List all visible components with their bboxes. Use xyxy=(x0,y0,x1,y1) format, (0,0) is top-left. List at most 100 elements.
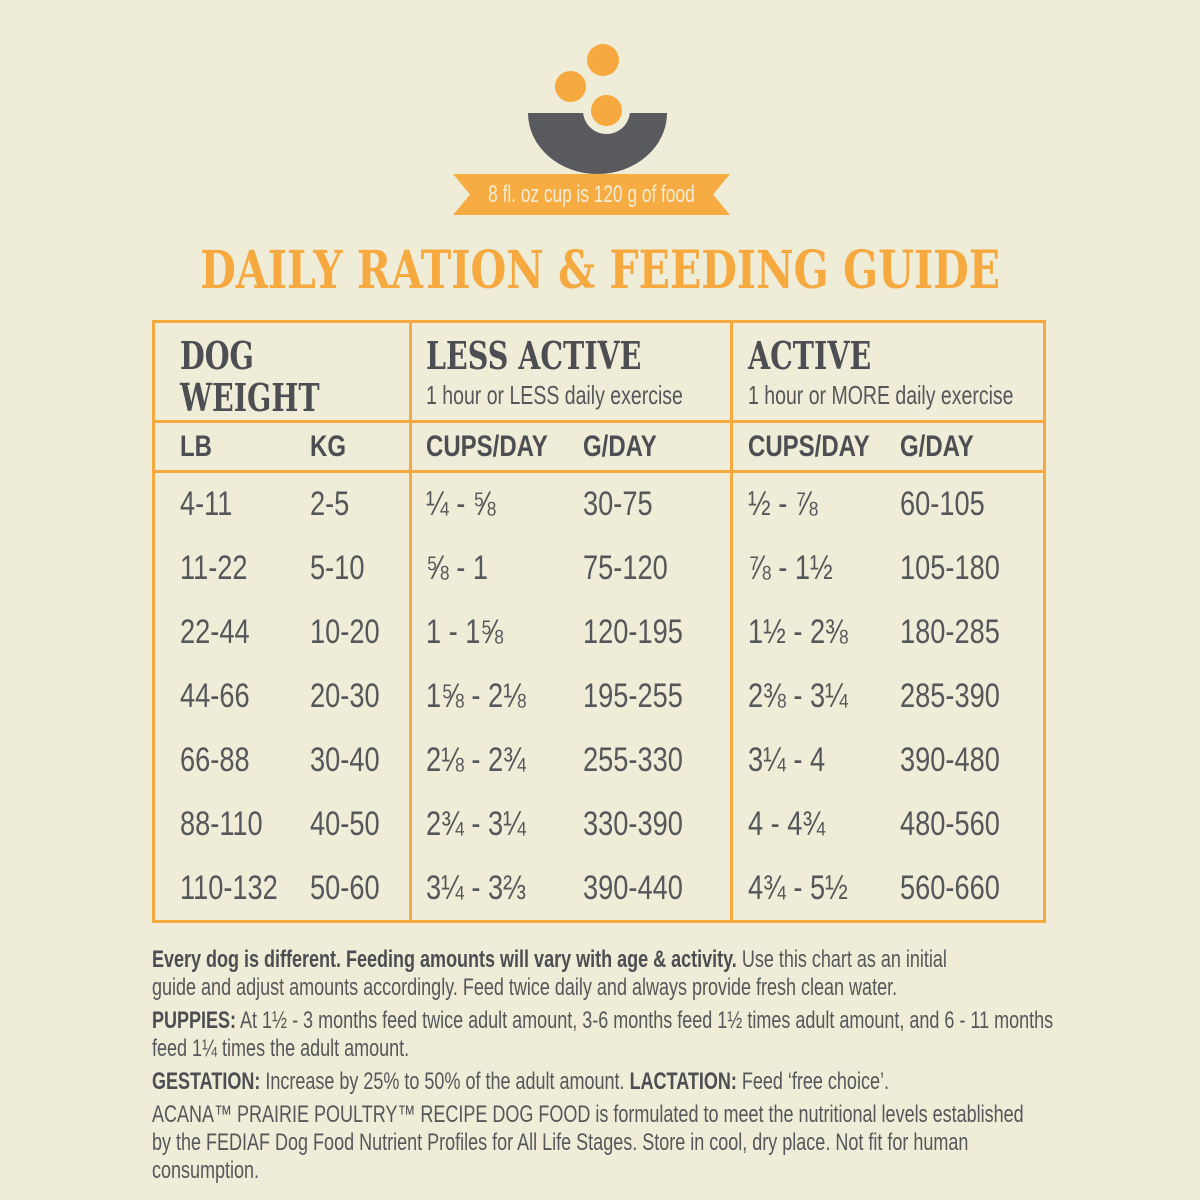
column-group-subtitle: 1 hour or LESS daily exercise xyxy=(426,380,683,410)
table-cell: 2⅜ - 3¼ xyxy=(730,664,882,729)
footnotes: Every dog is different. Feeding amounts … xyxy=(152,946,1112,1190)
table-cell: 255-330 xyxy=(566,728,730,792)
table-cell: 75-120 xyxy=(566,537,730,601)
column-group-title: DOG WEIGHT xyxy=(180,333,320,420)
table-cell: 195-255 xyxy=(566,665,730,729)
table-cell: 2⅛ - 2¾ xyxy=(409,728,566,793)
column-header-g-day-active: G/DAY xyxy=(882,420,1043,473)
note-text: Feed ‘free choice’. xyxy=(736,1068,889,1095)
note-bold-text: GESTATION: xyxy=(152,1068,261,1095)
table-cell: 2¾ - 3¼ xyxy=(409,792,566,857)
page-title: DAILY RATION & FEEDING GUIDE xyxy=(0,240,1200,301)
table-cell: 30-75 xyxy=(566,473,730,537)
table-cell: 11-22 xyxy=(155,537,283,601)
table-cell-value: 20-30 xyxy=(310,676,380,715)
table-cell-value: 285-390 xyxy=(900,676,1000,715)
table-cell-value: 195-255 xyxy=(583,676,683,715)
table-cell-value: 3¼ - 4 xyxy=(748,740,826,779)
note-text: Use this chart as an initial guide and a… xyxy=(152,946,947,1001)
table-cell: 390-480 xyxy=(882,728,1043,792)
table-cell-value: 30-40 xyxy=(310,740,380,779)
table-cell: 1 - 1⅝ xyxy=(409,600,566,665)
table-cell-value: 330-390 xyxy=(583,804,683,843)
table-cell-value: 4 - 4¾ xyxy=(748,804,826,843)
table-cell: ½ - ⅞ xyxy=(730,473,882,537)
table-cell-value: 390-480 xyxy=(900,740,1000,779)
note-bold-text: Every dog is different. Feeding amounts … xyxy=(152,946,737,973)
table-cell: 4¾ - 5½ xyxy=(730,856,882,920)
table-cell-value: 180-285 xyxy=(900,613,1000,652)
table-cell-value: 40-50 xyxy=(310,804,380,843)
kibble-dot-icon xyxy=(555,71,586,102)
table-cell-value: 66-88 xyxy=(180,740,250,779)
table-cell-value: 75-120 xyxy=(583,549,668,588)
table-cell-value: 30-75 xyxy=(583,485,653,524)
table-cell-value: 1 - 1⅝ xyxy=(426,613,504,652)
table-cell-value: 4¾ - 5½ xyxy=(748,868,848,907)
table-cell-value: 390-440 xyxy=(583,868,683,907)
table-cell-value: 480-560 xyxy=(900,804,1000,843)
table-cell-value: 1⅝ - 2⅛ xyxy=(426,676,526,715)
note-bold-text: LACTATION: xyxy=(629,1068,737,1095)
table-cell: 180-285 xyxy=(882,601,1043,665)
column-group-title: ACTIVE xyxy=(748,333,872,378)
table-cell-value: 2-5 xyxy=(310,485,350,524)
table-cell-value: 22-44 xyxy=(180,613,250,652)
table-cell: 20-30 xyxy=(283,665,409,729)
page-title-text: DAILY RATION & FEEDING GUIDE xyxy=(200,240,1000,301)
column-header-g-day-less-active: G/DAY xyxy=(566,420,730,473)
note-text: ACANA™ PRAIRIE POULTRY™ RECIPE DOG FOOD … xyxy=(152,1101,1024,1184)
table-cell-value: 2⅜ - 3¼ xyxy=(748,676,848,715)
column-header-cups-day-active: CUPS/DAY xyxy=(730,420,882,473)
column-group-title: LESS ACTIVE xyxy=(426,333,642,378)
table-cell: 285-390 xyxy=(882,665,1043,729)
table-cell-value: ½ - ⅞ xyxy=(748,485,818,524)
table-cell: 120-195 xyxy=(566,601,730,665)
column-group-active: ACTIVE 1 hour or MORE daily exercise xyxy=(730,323,1043,420)
column-group-dog-weight: DOG WEIGHT xyxy=(155,323,409,420)
note-paragraph: GESTATION: Increase by 25% to 50% of the… xyxy=(152,1068,1082,1096)
table-cell-value: 60-105 xyxy=(900,485,985,524)
table-cell-value: 10-20 xyxy=(310,613,380,652)
table-cell: 3¼ - 4 xyxy=(730,728,882,793)
table-cell-value: 3¼ - 3⅔ xyxy=(426,868,526,907)
table-cell-value: 44-66 xyxy=(180,676,250,715)
note-paragraph: Every dog is different. Feeding amounts … xyxy=(152,946,951,1002)
table-cell-value: ¼ - ⅝ xyxy=(426,485,496,524)
note-text: At 1½ - 3 months feed twice adult amount… xyxy=(152,1007,1054,1062)
table-cell: 560-660 xyxy=(882,856,1043,920)
table-cell: 4 - 4¾ xyxy=(730,792,882,857)
table-cell: 5-10 xyxy=(283,537,409,601)
table-cell-value: 11-22 xyxy=(180,549,248,588)
note-text: Increase by 25% to 50% of the adult amou… xyxy=(260,1068,630,1095)
table-cell-value: 560-660 xyxy=(900,868,1000,907)
table-cell: 3¼ - 3⅔ xyxy=(409,856,566,920)
table-cell-value: 2¾ - 3¼ xyxy=(426,804,526,843)
table-cell: 110-132 xyxy=(155,856,283,920)
table-cell: 480-560 xyxy=(882,792,1043,856)
column-header-lb: LB xyxy=(155,420,283,473)
column-header-cups-day-less-active: CUPS/DAY xyxy=(409,420,566,473)
column-header-kg: KG xyxy=(283,420,409,473)
table-cell: 330-390 xyxy=(566,792,730,856)
table-cell: 390-440 xyxy=(566,856,730,920)
table-cell: 30-40 xyxy=(283,728,409,792)
table-cell: 2-5 xyxy=(283,473,409,537)
table-cell: 1½ - 2⅜ xyxy=(730,600,882,665)
feeding-table: DOG WEIGHT LESS ACTIVE 1 hour or LESS da… xyxy=(152,320,1046,923)
table-cell-value: 4-11 xyxy=(180,485,233,524)
kibble-dot-icon xyxy=(591,95,622,126)
kibble-dot-icon xyxy=(587,44,619,76)
table-cell-value: 110-132 xyxy=(180,868,278,907)
table-cell: 10-20 xyxy=(283,601,409,665)
table-cell: 60-105 xyxy=(882,473,1043,537)
table-cell: 105-180 xyxy=(882,537,1043,601)
note-bold-text: PUPPIES: xyxy=(152,1007,237,1034)
table-cell: ⅝ - 1 xyxy=(409,536,566,601)
table-cell: 4-11 xyxy=(155,473,283,537)
table-cell-value: ⅝ - 1 xyxy=(426,549,488,588)
table-cell: ⅞ - 1½ xyxy=(730,536,882,601)
table-cell: 88-110 xyxy=(155,792,283,856)
table-cell-value: 120-195 xyxy=(583,613,683,652)
table-cell: 44-66 xyxy=(155,665,283,729)
